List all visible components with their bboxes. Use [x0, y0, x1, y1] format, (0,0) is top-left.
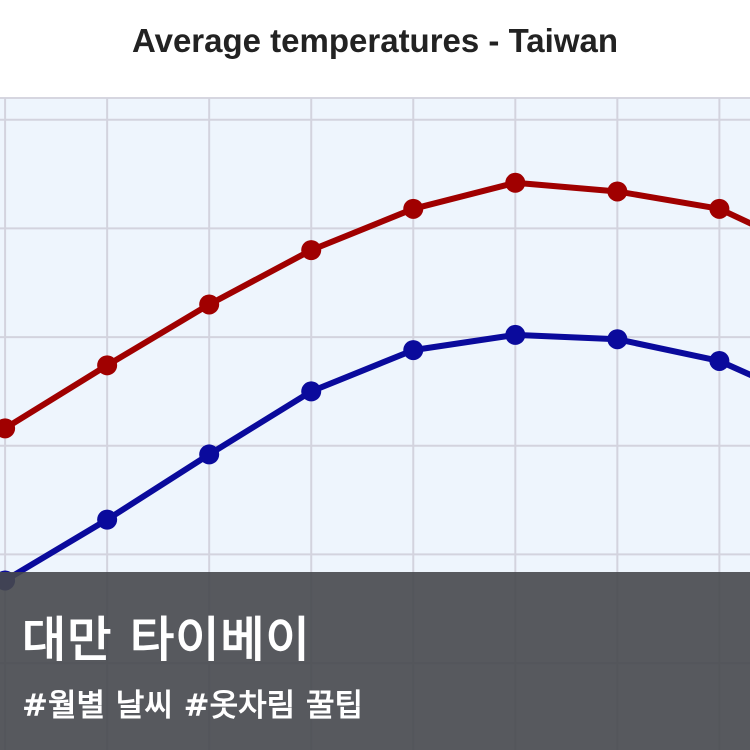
series-1-point [403, 198, 424, 219]
series-2-point [199, 444, 220, 465]
series-1-point [607, 181, 628, 202]
series-1-point [0, 418, 16, 439]
series-2-point [301, 381, 322, 402]
caption-overlay: 대만 타이베이 #월별 날씨 #옷차림 꿀팁 [0, 572, 750, 750]
series-1-point [97, 355, 118, 376]
series-2-point [403, 340, 424, 361]
series-2-point [97, 509, 118, 530]
series-1-point [301, 240, 322, 261]
overlay-title: 대만 타이베이 [22, 612, 311, 668]
chart-title: Average temperatures - Taiwan [131, 22, 618, 59]
series-2-point [607, 329, 628, 350]
series-1-point [199, 294, 220, 315]
series-1-point [505, 172, 526, 193]
overlay-hashtags: #월별 날씨 #옷차림 꿀팁 [22, 688, 364, 724]
series-2-point [505, 324, 526, 345]
series-1-point [709, 198, 730, 219]
series-2-point [709, 350, 730, 371]
